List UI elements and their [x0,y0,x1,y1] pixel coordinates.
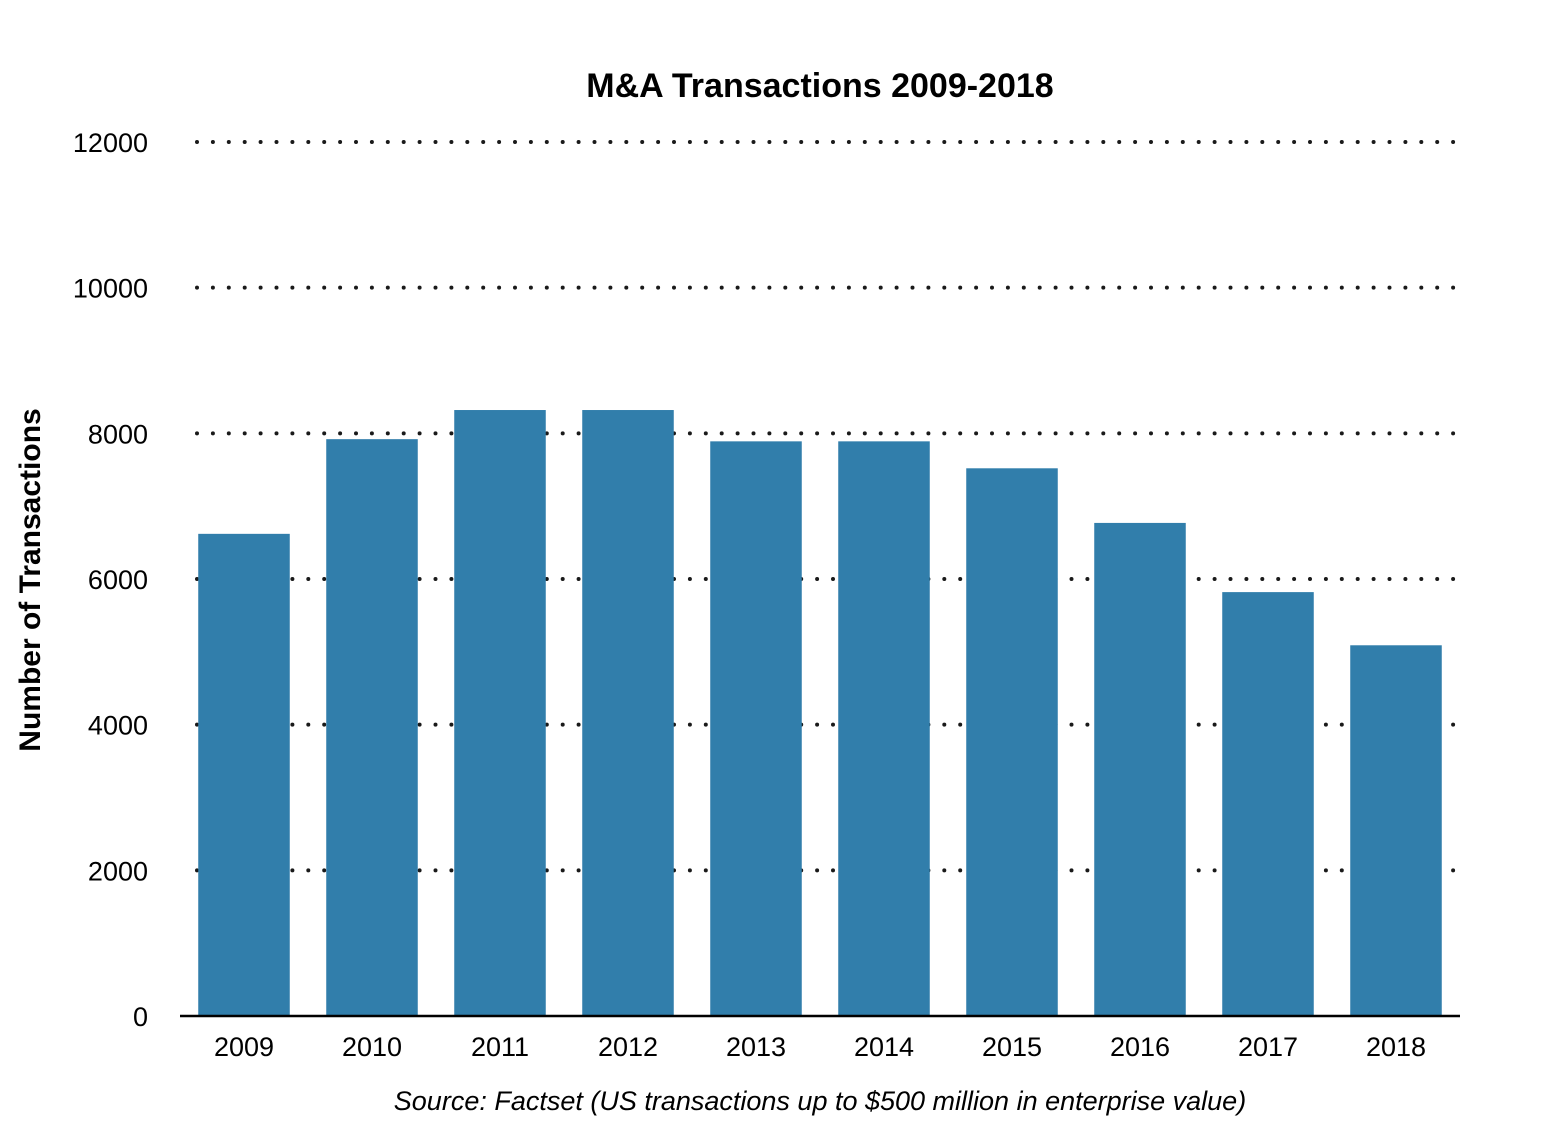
y-axis-ticks: 0 2000 4000 6000 8000 10000 12000 [73,128,148,1032]
x-tick-label: 2012 [598,1032,658,1062]
bar-2010 [326,439,418,1016]
bar-2013 [710,441,802,1017]
bars [198,410,1442,1017]
y-tick-label: 12000 [73,128,148,158]
chart-title: M&A Transactions 2009-2018 [586,67,1053,105]
x-tick-label: 2011 [471,1032,529,1062]
y-tick-label: 4000 [88,711,148,741]
x-tick-label: 2009 [214,1032,274,1062]
bar-2015 [966,468,1058,1016]
bar-2017 [1222,592,1314,1016]
x-tick-label: 2016 [1110,1032,1170,1062]
x-tick-label: 2014 [854,1032,914,1062]
y-axis-label: Number of Transactions [14,408,47,751]
x-tick-label: 2017 [1238,1032,1298,1062]
y-tick-label: 0 [133,1002,148,1032]
bar-2009 [198,533,290,1016]
x-tick-label: 2013 [726,1032,786,1062]
x-tick-label: 2015 [982,1032,1042,1062]
bar-2011 [454,410,546,1016]
y-tick-label: 8000 [88,419,148,449]
x-tick-label: 2010 [342,1032,402,1062]
bar-2018 [1350,645,1442,1016]
x-axis-ticks: 2009 2010 2011 2012 2013 2014 2015 2016 2017 2018 [214,1032,1426,1062]
bar-2016 [1094,522,1186,1016]
y-tick-label: 2000 [88,856,148,886]
x-tick-label: 2018 [1366,1032,1426,1062]
y-tick-label: 10000 [73,274,148,304]
bar-2014 [838,441,930,1017]
source-note: Source: Factset (US transactions up to $… [394,1086,1246,1116]
bar-2012 [582,410,674,1016]
y-tick-label: 6000 [88,565,148,595]
